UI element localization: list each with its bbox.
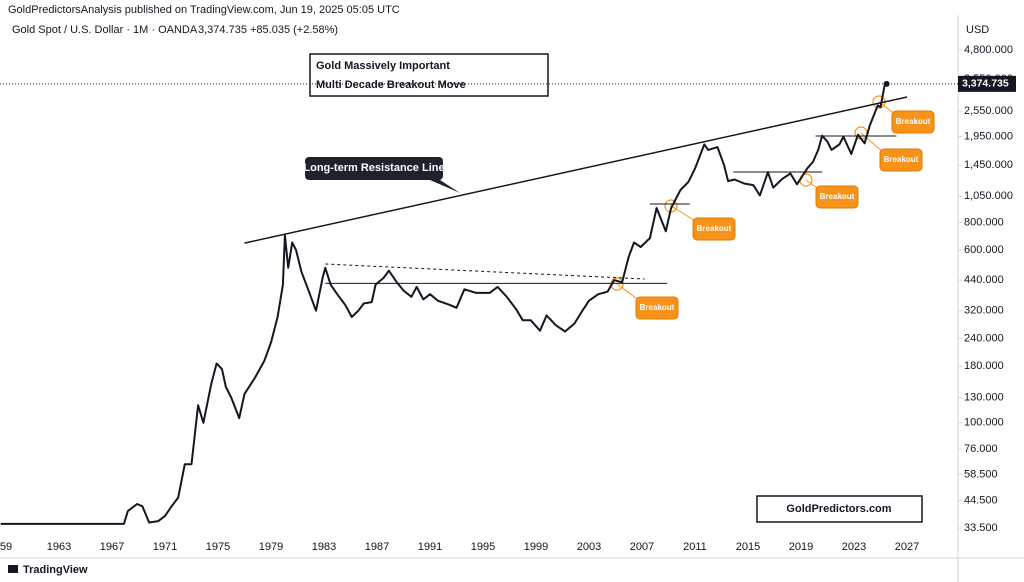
breakout-callouts: Breakout Breakout Breakout Breakout Breakout [610, 95, 935, 320]
title-line: Multi Decade Breakout Move [316, 79, 466, 91]
x-tick-label: 1967 [100, 541, 124, 553]
label-pointer [430, 180, 460, 193]
breakout-label: Breakout [640, 303, 675, 312]
footer-brand: TradingView [23, 564, 88, 576]
resistance-label: Long-term Resistance Line [303, 162, 444, 174]
last-price: 3,374.735 [198, 24, 247, 36]
y-tick-label: 180.000 [964, 360, 1004, 372]
x-tick-label: 1975 [206, 541, 230, 553]
y-tick-label: 2,550.000 [964, 105, 1013, 117]
x-tick-label: 2007 [630, 541, 654, 553]
resistance-label-box [305, 157, 443, 180]
y-tick-label: 100.000 [964, 417, 1004, 429]
callout-connector [616, 283, 641, 302]
breakout-box [879, 148, 923, 172]
breakout-box [891, 110, 935, 134]
callout-connector [670, 205, 698, 223]
y-tick-label: 76.000 [964, 443, 998, 455]
x-tick-label: 1963 [47, 541, 71, 553]
watermark-box [756, 495, 923, 523]
price-tag-label: 3,374.735 [962, 78, 1009, 90]
x-tick-label: 2023 [842, 541, 866, 553]
y-tick-label: 1,450.000 [964, 159, 1013, 171]
x-tick-label: 2003 [577, 541, 601, 553]
x-tick-label: 1991 [418, 541, 442, 553]
title-line: Gold Massively Important [316, 60, 450, 72]
x-tick-label: 1987 [365, 541, 389, 553]
breakout-box [815, 185, 859, 209]
x-tick-label: 1983 [312, 541, 336, 553]
y-tick-label: 1,050.000 [964, 190, 1013, 202]
y-tick-label: 58.500 [964, 468, 998, 480]
breakout-label: Breakout [884, 155, 919, 164]
breakout-box [692, 217, 736, 241]
y-tick-label: 1,950.000 [964, 131, 1013, 143]
breakout-label: Breakout [697, 224, 732, 233]
annotation-line [244, 96, 908, 244]
x-tick-label: 2019 [789, 541, 813, 553]
breakout-label: Breakout [820, 192, 855, 201]
currency: USD [966, 24, 989, 36]
logo [8, 565, 18, 573]
y-tick-label: 44.500 [964, 495, 998, 507]
y-tick-label: 240.000 [964, 332, 1004, 344]
y-tick-label: 33.500 [964, 522, 998, 534]
x-tick-label: 2011 [683, 541, 707, 553]
x-tick-label: 1999 [524, 541, 548, 553]
watermark: GoldPredictors.com [786, 503, 891, 515]
last-point [883, 80, 890, 87]
symbol: Gold Spot / U.S. Dollar · 1M · OANDA [12, 24, 198, 36]
title-box [309, 53, 549, 97]
breakout-label: Breakout [896, 117, 931, 126]
price-change: +85.035 (+2.58%) [250, 24, 338, 36]
y-tick-label: 4,800.000 [964, 44, 1013, 56]
y-tick-label: 600.000 [964, 244, 1004, 256]
price-tag [958, 75, 1016, 92]
published-line: GoldPredictorsAnalysis published on Trad… [8, 4, 400, 16]
y-tick-label: 130.000 [964, 391, 1004, 403]
x-tick-label: 2027 [895, 541, 919, 553]
x-tick-label: 59 [0, 541, 12, 553]
y-tick-label: 440.000 [964, 274, 1004, 286]
breakout-box [635, 296, 679, 320]
x-tick-label: 1995 [471, 541, 495, 553]
y-tick-label: 800.000 [964, 216, 1004, 228]
x-tick-label: 1979 [259, 541, 283, 553]
x-tick-label: 2015 [736, 541, 760, 553]
x-tick-label: 1971 [153, 541, 177, 553]
annotation-line [325, 263, 645, 280]
y-tick-label: 320.000 [964, 305, 1004, 317]
price-line [0, 83, 888, 525]
